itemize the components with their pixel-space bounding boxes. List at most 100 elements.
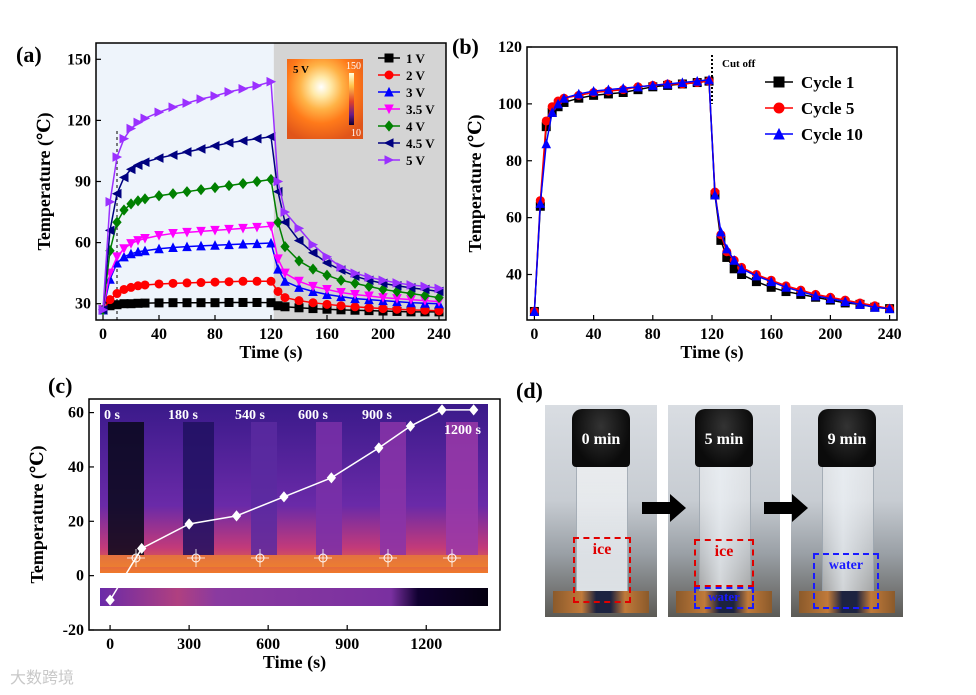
data-point — [273, 263, 283, 274]
legend-marker — [384, 86, 394, 97]
y-tick-label-c: 40 — [68, 459, 84, 476]
data-point — [210, 182, 220, 194]
data-point — [294, 223, 305, 234]
data-point — [553, 98, 563, 109]
data-point — [710, 189, 720, 200]
heater-glow — [100, 555, 488, 567]
inset-max-label: 150 — [346, 61, 361, 72]
data-point — [252, 80, 263, 91]
data-point — [224, 87, 235, 97]
data-point — [224, 239, 234, 250]
data-point — [119, 204, 129, 216]
y-tick-label-c: 0 — [76, 568, 84, 585]
data-point — [112, 216, 122, 228]
y-tick-label-a: 30 — [75, 296, 91, 313]
data-point — [119, 244, 129, 254]
x-tick-label-a: 80 — [207, 326, 223, 343]
data-point — [126, 248, 136, 259]
data-point — [182, 278, 192, 288]
legend-label: 4 V — [406, 119, 426, 134]
x-tick-label-c: 1200 — [410, 636, 442, 653]
data-point — [541, 138, 552, 149]
data-point — [293, 235, 304, 246]
photo-5-min: 5 min ice water — [668, 405, 780, 617]
data-point — [132, 160, 143, 171]
legend-marker — [384, 53, 394, 63]
legend-label: 5 V — [406, 153, 426, 168]
data-point — [133, 246, 143, 257]
thermal-frame — [108, 422, 144, 555]
data-point — [559, 93, 569, 103]
x-tick-label-b: 0 — [530, 326, 538, 343]
legend-marker — [383, 138, 394, 148]
data-point — [133, 195, 143, 207]
x-tick-label-a: 0 — [99, 326, 107, 343]
plot-frame-c — [88, 398, 501, 631]
data-point — [167, 150, 178, 160]
time-label-0: 0 min — [581, 431, 621, 448]
data-point — [133, 117, 144, 128]
data-point — [125, 164, 136, 175]
data-point — [112, 252, 122, 262]
data-point — [238, 276, 248, 286]
y-tick-label-c: 60 — [68, 405, 84, 422]
data-point — [210, 225, 220, 236]
data-point — [112, 289, 122, 299]
data-point — [364, 280, 374, 292]
legend-label: 1 V — [406, 51, 426, 66]
y-axis-label-c: Temperature (℃) — [27, 445, 48, 583]
x-tick-label-a: 240 — [427, 326, 451, 343]
data-point — [374, 442, 384, 454]
data-point — [884, 303, 895, 314]
data-point — [182, 186, 192, 198]
photo-9-min: 9 min water — [791, 405, 903, 617]
time-label-5: 5 min — [704, 431, 744, 448]
data-point — [140, 245, 150, 256]
data-point — [704, 74, 714, 85]
thermal-frame — [251, 422, 277, 555]
data-point — [406, 287, 416, 300]
data-point — [98, 305, 109, 315]
x-axis-label-b: Time (s) — [680, 342, 743, 363]
data-point — [662, 78, 673, 89]
data-point — [795, 286, 806, 297]
thermal-frame — [316, 422, 342, 555]
data-point — [273, 286, 283, 296]
data-point — [112, 152, 123, 162]
y-tick-label-a: 60 — [75, 235, 91, 252]
data-point — [210, 91, 221, 101]
data-point — [266, 76, 277, 87]
data-point — [437, 404, 447, 416]
data-point — [321, 258, 332, 268]
frame-time-label: 180 s — [168, 408, 199, 423]
y-tick-label-b: 80 — [506, 153, 522, 170]
ice-box-0: ice — [573, 537, 631, 603]
data-point — [840, 296, 851, 307]
data-point — [252, 297, 262, 307]
data-point — [280, 302, 290, 312]
legend-label: 4.5 V — [406, 136, 435, 151]
panel-c: 0 300 600 900 1200 -20 0 20 40 60 Time (s) Temperat… — [27, 373, 501, 673]
legend-marker — [384, 104, 394, 115]
data-point — [238, 223, 248, 234]
data-point — [168, 242, 178, 252]
data-point — [238, 297, 248, 307]
data-point — [210, 277, 220, 287]
data-point — [154, 279, 164, 289]
x-tick-label-a: 40 — [151, 326, 167, 343]
data-point — [350, 302, 360, 312]
data-point — [195, 144, 206, 154]
y-tick-label-c: 20 — [68, 513, 84, 530]
thermal-frame — [380, 422, 406, 555]
data-point — [364, 303, 374, 313]
data-point — [294, 276, 304, 287]
frame-time-label: 1200 s — [444, 423, 482, 438]
data-point — [237, 135, 248, 146]
data-point — [126, 198, 136, 210]
data-point — [252, 238, 262, 249]
data-point — [280, 276, 290, 286]
arrow-right-icon — [642, 494, 686, 522]
data-point — [118, 172, 129, 183]
data-point — [168, 188, 178, 200]
